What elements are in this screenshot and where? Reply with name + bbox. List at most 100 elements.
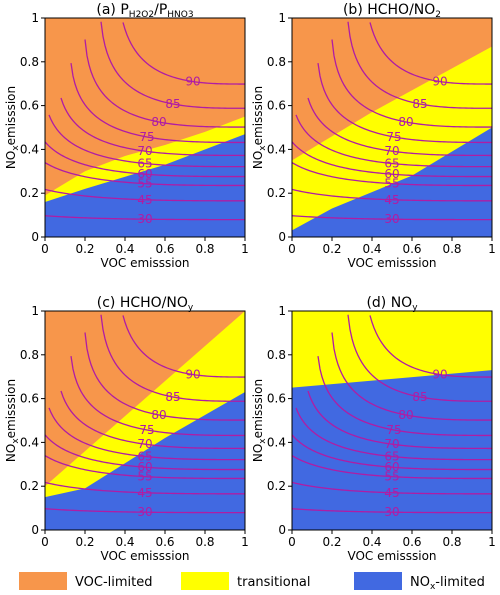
y-tick-label: 0.2: [20, 479, 39, 493]
y-tick-label: 0.8: [20, 55, 39, 69]
y-axis-label-part: emisssion: [251, 379, 265, 438]
y-tick-label: 0.6: [20, 99, 39, 113]
panel-title-part: H2O2: [129, 10, 154, 20]
contour-label: 65: [137, 450, 152, 464]
x-tick-label: 0: [41, 242, 49, 256]
legend-label: VOC-limited: [75, 575, 153, 590]
y-axis-label-part: NO: [251, 151, 265, 169]
contour-label: 85: [165, 390, 180, 404]
legend-label: NOx-limited: [410, 575, 485, 592]
panel-title-part: (c) HCHO/NO: [97, 295, 188, 311]
panel-title-part: (b) HCHO/NO: [343, 2, 435, 18]
y-tick-label: 0: [278, 523, 286, 537]
contour-line: [45, 481, 245, 495]
y-axis-label-part: emisssion: [4, 86, 18, 145]
contour-line: [60, 390, 245, 450]
contour-label: 60: [384, 460, 399, 474]
contour-line: [295, 114, 492, 168]
contour-label: 60: [137, 460, 152, 474]
y-axis-label: NOxemisssion: [4, 379, 21, 462]
y-tick-label: 0.4: [267, 435, 286, 449]
contour-label: 75: [386, 130, 401, 144]
y-tick-label: 0: [31, 230, 39, 244]
panel-title: (a) PH2O2/PHNO3: [96, 2, 193, 20]
contour-label: 85: [412, 390, 427, 404]
x-tick-label: 0.8: [442, 242, 461, 256]
x-tick-label: 0.8: [195, 535, 214, 549]
panel-title-part: (d) NO: [366, 295, 412, 311]
contour-line: [45, 141, 245, 178]
contour-line: [307, 97, 492, 157]
contour-label: 85: [412, 97, 427, 111]
contour-label: 75: [139, 423, 154, 437]
x-tick-label: 1: [241, 242, 249, 256]
contour-line: [292, 188, 492, 202]
x-tick-label: 0.6: [155, 242, 174, 256]
panel-title-part: (a) P: [96, 2, 128, 18]
contour-line: [331, 39, 492, 128]
y-tick-label: 0: [278, 230, 286, 244]
contour-label: 30: [384, 505, 399, 519]
x-tick-label: 0.2: [322, 242, 341, 256]
panel-title-part: y: [412, 303, 418, 313]
y-tick-label: 0.2: [267, 479, 286, 493]
plot-frame: [291, 17, 493, 238]
contour-label: 75: [139, 130, 154, 144]
legend-label-part: x: [430, 582, 436, 592]
contour-label: 55: [137, 177, 152, 191]
contour-label: 80: [151, 115, 166, 129]
contour-label: 45: [384, 193, 399, 207]
x-tick-label: 0: [41, 535, 49, 549]
contour-label: 80: [398, 408, 413, 422]
contour-label: 55: [384, 177, 399, 191]
contour-label: 80: [398, 115, 413, 129]
contour-line: [122, 315, 245, 378]
contour-line: [48, 114, 245, 168]
contour-label: 30: [137, 212, 152, 226]
contour-label: 65: [384, 450, 399, 464]
x-tick-label: 0.6: [402, 242, 421, 256]
y-tick-label: 0.6: [267, 99, 286, 113]
contour-label: 90: [432, 368, 447, 382]
contour-line: [292, 141, 492, 178]
x-tick-label: 0.6: [155, 535, 174, 549]
contour-label: 70: [384, 437, 399, 451]
y-tick-label: 0.2: [20, 186, 39, 200]
panel-title: (c) HCHO/NOy: [97, 295, 194, 313]
y-tick-label: 0.8: [267, 55, 286, 69]
y-tick-label: 0.4: [267, 142, 286, 156]
contour-line: [45, 455, 245, 480]
x-tick-label: 0: [288, 242, 296, 256]
y-axis-label: NOxemisssion: [251, 86, 268, 169]
region: [45, 134, 245, 237]
x-tick-label: 0.8: [195, 242, 214, 256]
y-axis-label-part: NO: [4, 151, 18, 169]
legend-swatch: [19, 572, 67, 590]
panel-title-part: HNO3: [167, 10, 193, 20]
contour-line: [122, 22, 245, 85]
legend-swatch: [354, 572, 402, 590]
contour-label: 45: [384, 486, 399, 500]
contour-line: [292, 215, 492, 221]
x-tick-label: 0.4: [115, 535, 134, 549]
y-tick-label: 0: [31, 523, 39, 537]
y-axis-label-part: x: [258, 438, 268, 444]
contour-label: 70: [137, 437, 152, 451]
panel-title: (d) NOy: [366, 295, 418, 313]
x-tick-label: 1: [488, 242, 496, 256]
contour-line: [331, 332, 492, 421]
y-axis-label-part: emisssion: [251, 86, 265, 145]
contour-line: [70, 356, 245, 437]
contour-line: [84, 39, 245, 128]
x-tick-label: 0.2: [75, 535, 94, 549]
contour-line: [45, 434, 245, 471]
contour-label: 30: [384, 212, 399, 226]
y-axis-label-part: x: [258, 145, 268, 151]
contour-line: [45, 188, 245, 202]
contour-label: 55: [384, 470, 399, 484]
contour-label: 45: [137, 486, 152, 500]
legend-label-part: transitional: [237, 575, 311, 590]
contour-line: [70, 63, 245, 144]
legend-swatch: [181, 572, 229, 590]
